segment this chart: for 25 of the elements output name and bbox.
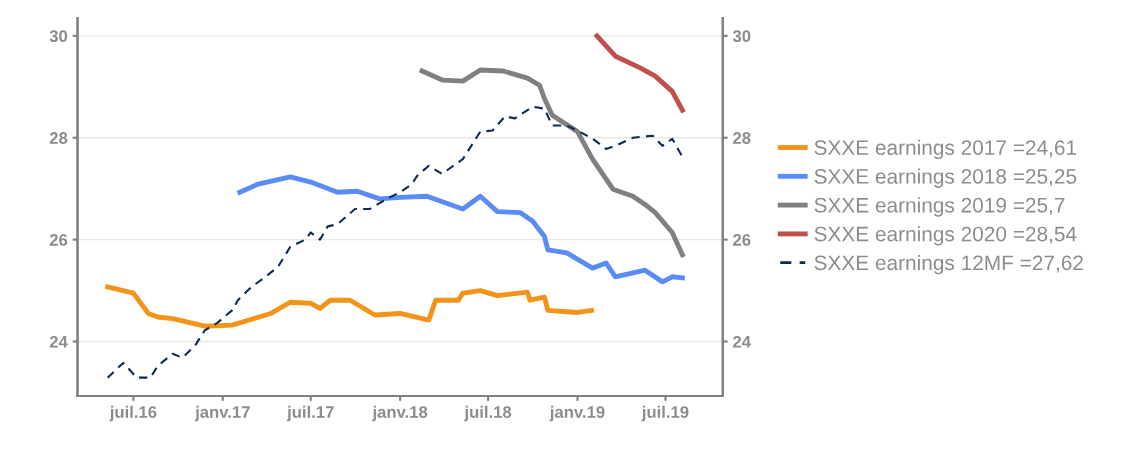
legend-label: SXXE earnings 2020 =28,54 bbox=[814, 226, 1077, 246]
x-tick-label: janv.18 bbox=[372, 405, 428, 422]
line-series bbox=[105, 284, 594, 329]
x-tick-label: juil.16 bbox=[109, 405, 157, 422]
y2-tick-label: 24 bbox=[733, 335, 751, 348]
legend-label: SXXE earnings 2019 =25,7 bbox=[814, 197, 1065, 217]
y-tick-label: 30 bbox=[49, 30, 68, 43]
x-tick-label: janv.19 bbox=[549, 405, 605, 422]
legend-label: SXXE earnings 2018 =25,25 bbox=[814, 168, 1077, 188]
x-tick-label: janv.17 bbox=[194, 405, 250, 422]
line-series bbox=[106, 105, 684, 379]
line-series bbox=[594, 33, 685, 113]
y2-tick-label: 26 bbox=[733, 234, 751, 246]
y2-tick-label: 30 bbox=[732, 30, 751, 43]
legend-label: SXXE earnings 12MF =27,62 bbox=[814, 254, 1083, 275]
legend-label: SXXE earnings 2017 =24,61 bbox=[814, 139, 1077, 160]
x-tick-label: juil.18 bbox=[464, 405, 512, 422]
x-tick-label: juil.19 bbox=[641, 405, 689, 422]
line-series bbox=[419, 67, 685, 258]
y2-tick-label: 28 bbox=[733, 132, 751, 144]
y-tick-label: 26 bbox=[49, 234, 68, 246]
y-tick-label: 24 bbox=[49, 335, 68, 348]
y-tick-label: 28 bbox=[49, 132, 68, 144]
line-series bbox=[237, 174, 685, 285]
x-tick-label: juil.17 bbox=[286, 405, 334, 422]
